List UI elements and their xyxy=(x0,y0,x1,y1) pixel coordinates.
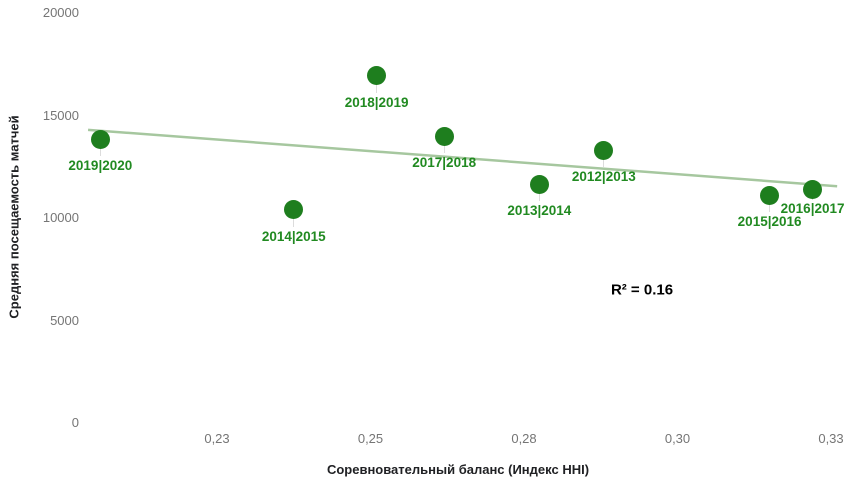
r-squared-annotation: R² = 0.16 xyxy=(610,281,674,299)
data-point-label: 2019|2020 xyxy=(68,158,133,174)
data-point-2015-2016[interactable] xyxy=(760,185,780,205)
y-tick-label: 5000 xyxy=(50,312,79,328)
data-point-label: 2015|2016 xyxy=(737,214,802,230)
data-point-2017-2018[interactable] xyxy=(434,126,454,146)
point-leader-line xyxy=(293,218,295,227)
data-point-2016-2017[interactable] xyxy=(803,179,823,199)
x-tick-label: 0,25 xyxy=(357,431,384,446)
y-tick-label: 0 xyxy=(71,415,79,430)
y-tick-label: 15000 xyxy=(42,107,79,123)
data-point-2019-2020[interactable] xyxy=(90,129,110,149)
trendline xyxy=(87,128,838,188)
x-tick-label: 0,33 xyxy=(818,431,844,446)
y-tick-label: 10000 xyxy=(42,210,79,225)
data-point-label: 2018|2019 xyxy=(344,94,409,110)
x-axis-title: Соревновательный баланс (Индекс HHI) xyxy=(326,462,590,477)
data-point-2018-2019[interactable] xyxy=(367,66,387,86)
y-tick-label: 20000 xyxy=(42,5,79,20)
data-point-label: 2017|2018 xyxy=(412,155,477,170)
data-point-label: 2012|2013 xyxy=(571,169,636,185)
point-leader-line xyxy=(443,144,445,153)
data-point-label: 2014|2015 xyxy=(261,228,326,244)
data-point-2013-2014[interactable] xyxy=(529,174,549,194)
x-tick-label: 0,23 xyxy=(204,431,230,446)
point-leader-line xyxy=(812,197,814,200)
x-tick-label: 0,30 xyxy=(664,431,691,446)
point-leader-line xyxy=(99,147,101,157)
point-leader-line xyxy=(603,158,605,168)
point-leader-line xyxy=(769,203,771,213)
point-leader-line xyxy=(538,192,540,202)
data-point-2014-2015[interactable] xyxy=(284,200,304,220)
data-point-label: 2016|2017 xyxy=(780,201,845,217)
data-point-label: 2013|2014 xyxy=(507,203,572,219)
x-tick-label: 0,28 xyxy=(511,431,537,446)
point-leader-line xyxy=(376,84,378,93)
data-point-2012-2013[interactable] xyxy=(594,140,614,160)
